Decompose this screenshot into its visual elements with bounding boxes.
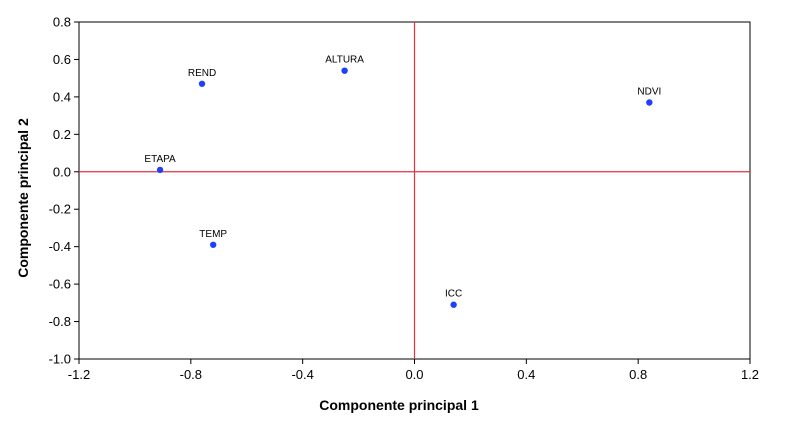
point-label-ndvi: NDVI [637,87,661,98]
y-axis-title: Componente principal 2 [15,118,31,278]
y-tick-label: 0.4 [53,89,71,104]
x-tick-label: 1.2 [741,367,759,382]
y-tick-label: -0.8 [49,314,71,329]
point-label-icc: ICC [445,289,462,300]
reference-lines [79,22,750,359]
y-tick-label: -0.2 [49,202,71,217]
x-tick-label: -1.2 [68,367,90,382]
x-tick-label: 0.0 [405,367,423,382]
data-point-ndvi [646,99,653,106]
data-point-icc [450,301,457,308]
x-tick-label: 0.4 [517,367,535,382]
data-point-etapa [156,166,164,174]
point-label-temp: TEMP [199,229,227,240]
y-tick-label: -0.4 [49,239,71,254]
x-axis-title: Componente principal 1 [319,397,479,413]
point-label-etapa: ETAPA [144,154,176,165]
data-point-rend [198,80,206,87]
point-label-altura: ALTURA [325,55,364,66]
y-tick-label: -0.6 [49,277,71,292]
y-tick-label: 0.6 [53,52,71,67]
data-points: REND ALTURA NDVI ETAPA TEMP ICC [144,55,661,308]
data-point-altura [341,67,348,74]
point-label-rend: REND [188,68,216,79]
x-tick-label: 0.8 [629,367,647,382]
data-point-temp [210,241,217,248]
x-tick-label: -0.4 [291,367,313,382]
y-tick-label: -1.0 [49,352,71,367]
y-tick-label: 0.2 [53,127,71,142]
axis-ticks: -1.2 -0.8 -0.4 0.0 0.4 0.8 1.2 0.8 0.6 0.4 0.2 0.0 -… [49,15,759,383]
y-tick-label: 0.8 [53,15,71,30]
x-tick-label: -0.8 [180,367,202,382]
y-tick-label: 0.0 [53,164,71,179]
